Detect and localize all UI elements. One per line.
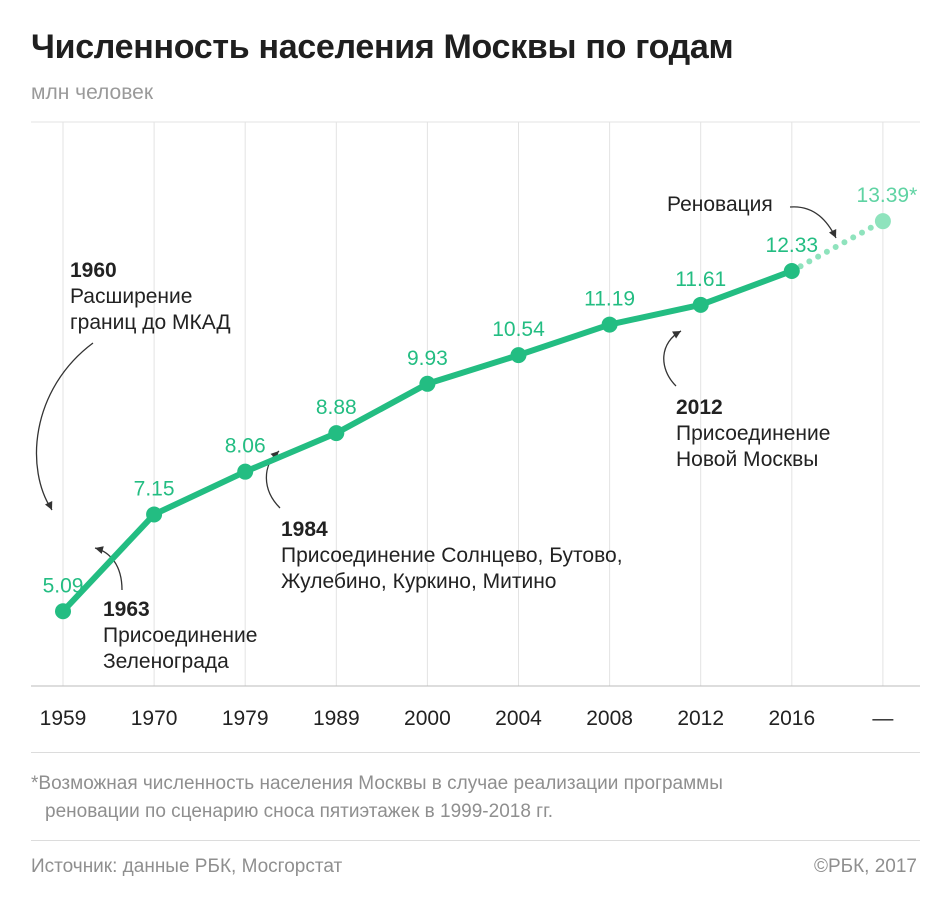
- footnote-line1: *Возможная численность населения Москвы …: [31, 773, 723, 794]
- annotation-2012: 2012 Присоединение Новой Москвы: [676, 395, 830, 473]
- footnote-line2: реновации по сценарию сноса пятиэтажек в…: [45, 801, 553, 822]
- data-labels: 5.09 7.15 8.06 8.88 9.93 10.54 11.19 11.61 12.33…: [43, 184, 918, 597]
- x-tick-label-3: 1989: [313, 707, 360, 730]
- annotation-1960-year: 1960: [70, 259, 117, 282]
- annotation-2012-line1: Присоединение: [676, 422, 831, 445]
- arrow-1960: [35, 342, 94, 511]
- annotation-1963-line2: Зеленограда: [103, 650, 229, 673]
- x-tick-label-2: 1979: [222, 707, 269, 730]
- data-label-1959: 5.09: [43, 574, 84, 597]
- data-point-1989: [328, 425, 345, 442]
- annotation-1963: 1963 Присоединение Зеленограда: [103, 597, 257, 675]
- x-tick-label-6: 2008: [586, 707, 633, 730]
- annotation-1984: 1984 Присоединение Солнцево, Бутово, Жул…: [281, 517, 623, 595]
- annotation-1960-line2: границ до МКАД: [70, 311, 231, 334]
- data-point-2008: [601, 316, 618, 333]
- data-label-2004: 10.54: [492, 318, 545, 341]
- annotation-1984-line2: Жулебино, Куркино, Митино: [281, 570, 557, 593]
- copyright-text: ©РБК, 2017: [813, 856, 917, 877]
- data-point-1959: [55, 603, 71, 620]
- chart-subtitle: млн человек: [31, 81, 154, 104]
- annotation-1963-year: 1963: [103, 598, 150, 621]
- data-point-2000: [419, 375, 436, 392]
- annotation-arrows: [35, 206, 837, 591]
- grid-layer: [31, 121, 920, 687]
- projection-point: [874, 213, 891, 230]
- data-label-2008: 11.19: [584, 288, 635, 311]
- source-text: Источник: данные РБК, Мосгорстат: [31, 856, 343, 877]
- data-label-2000: 9.93: [407, 347, 448, 370]
- arrow-2012-head: [672, 331, 681, 339]
- data-label-1989: 8.88: [316, 396, 357, 419]
- footnote: *Возможная численность населения Москвы …: [31, 770, 723, 826]
- projection-line: [788, 218, 886, 274]
- data-label-1970: 7.15: [134, 477, 175, 500]
- annotation-renovation-text: Реновация: [667, 193, 773, 216]
- arrow-1960-head: [44, 501, 53, 510]
- data-point-2004: [510, 347, 527, 364]
- annotation-1984-line1: Присоединение Солнцево, Бутово,: [281, 544, 623, 567]
- data-label-1979: 8.06: [225, 435, 266, 458]
- annotation-2012-year: 2012: [676, 396, 723, 419]
- data-point-2012: [692, 296, 709, 313]
- x-tick-label-5: 2004: [495, 707, 542, 730]
- data-label-2012: 11.61: [675, 268, 726, 291]
- x-tick-label-9: —: [872, 707, 893, 730]
- x-tick-label-7: 2012: [677, 707, 724, 730]
- annotation-1960: 1960 Расширение границ до МКАД: [70, 258, 231, 336]
- source-divider: [31, 840, 920, 841]
- x-tick-label-8: 2016: [768, 707, 815, 730]
- annotation-1963-line1: Присоединение: [103, 624, 258, 647]
- arrow-2012: [663, 330, 682, 387]
- data-point-1979: [237, 463, 254, 480]
- data-label-2016: 12.33: [766, 234, 819, 257]
- x-tick-labels: 1959 1970 1979 1989 2000 2004 2008 2012 2016 —: [40, 707, 894, 730]
- annotation-renovation: Реновация: [667, 192, 773, 218]
- data-point-2016: [783, 262, 800, 279]
- data-point-1970: [146, 506, 163, 523]
- line-chart: 5.09 7.15 8.06 8.88 9.93 10.54 11.19 11.61 12.33…: [31, 121, 920, 730]
- annotation-1984-year: 1984: [281, 518, 328, 541]
- x-tick-label-4: 2000: [404, 707, 451, 730]
- chart-title: Численность населения Москвы по годам: [31, 28, 734, 66]
- data-points: [55, 213, 891, 620]
- footnote-divider: [31, 752, 920, 753]
- annotation-2012-line2: Новой Москвы: [676, 448, 819, 471]
- arrow-renovation-head: [828, 229, 837, 238]
- x-tick-label-1: 1970: [131, 707, 178, 730]
- projection-label: 13.39*: [857, 184, 918, 207]
- annotation-1960-line1: Расширение: [70, 285, 193, 308]
- x-tick-label-0: 1959: [40, 707, 87, 730]
- arrow-1963-head: [95, 546, 104, 554]
